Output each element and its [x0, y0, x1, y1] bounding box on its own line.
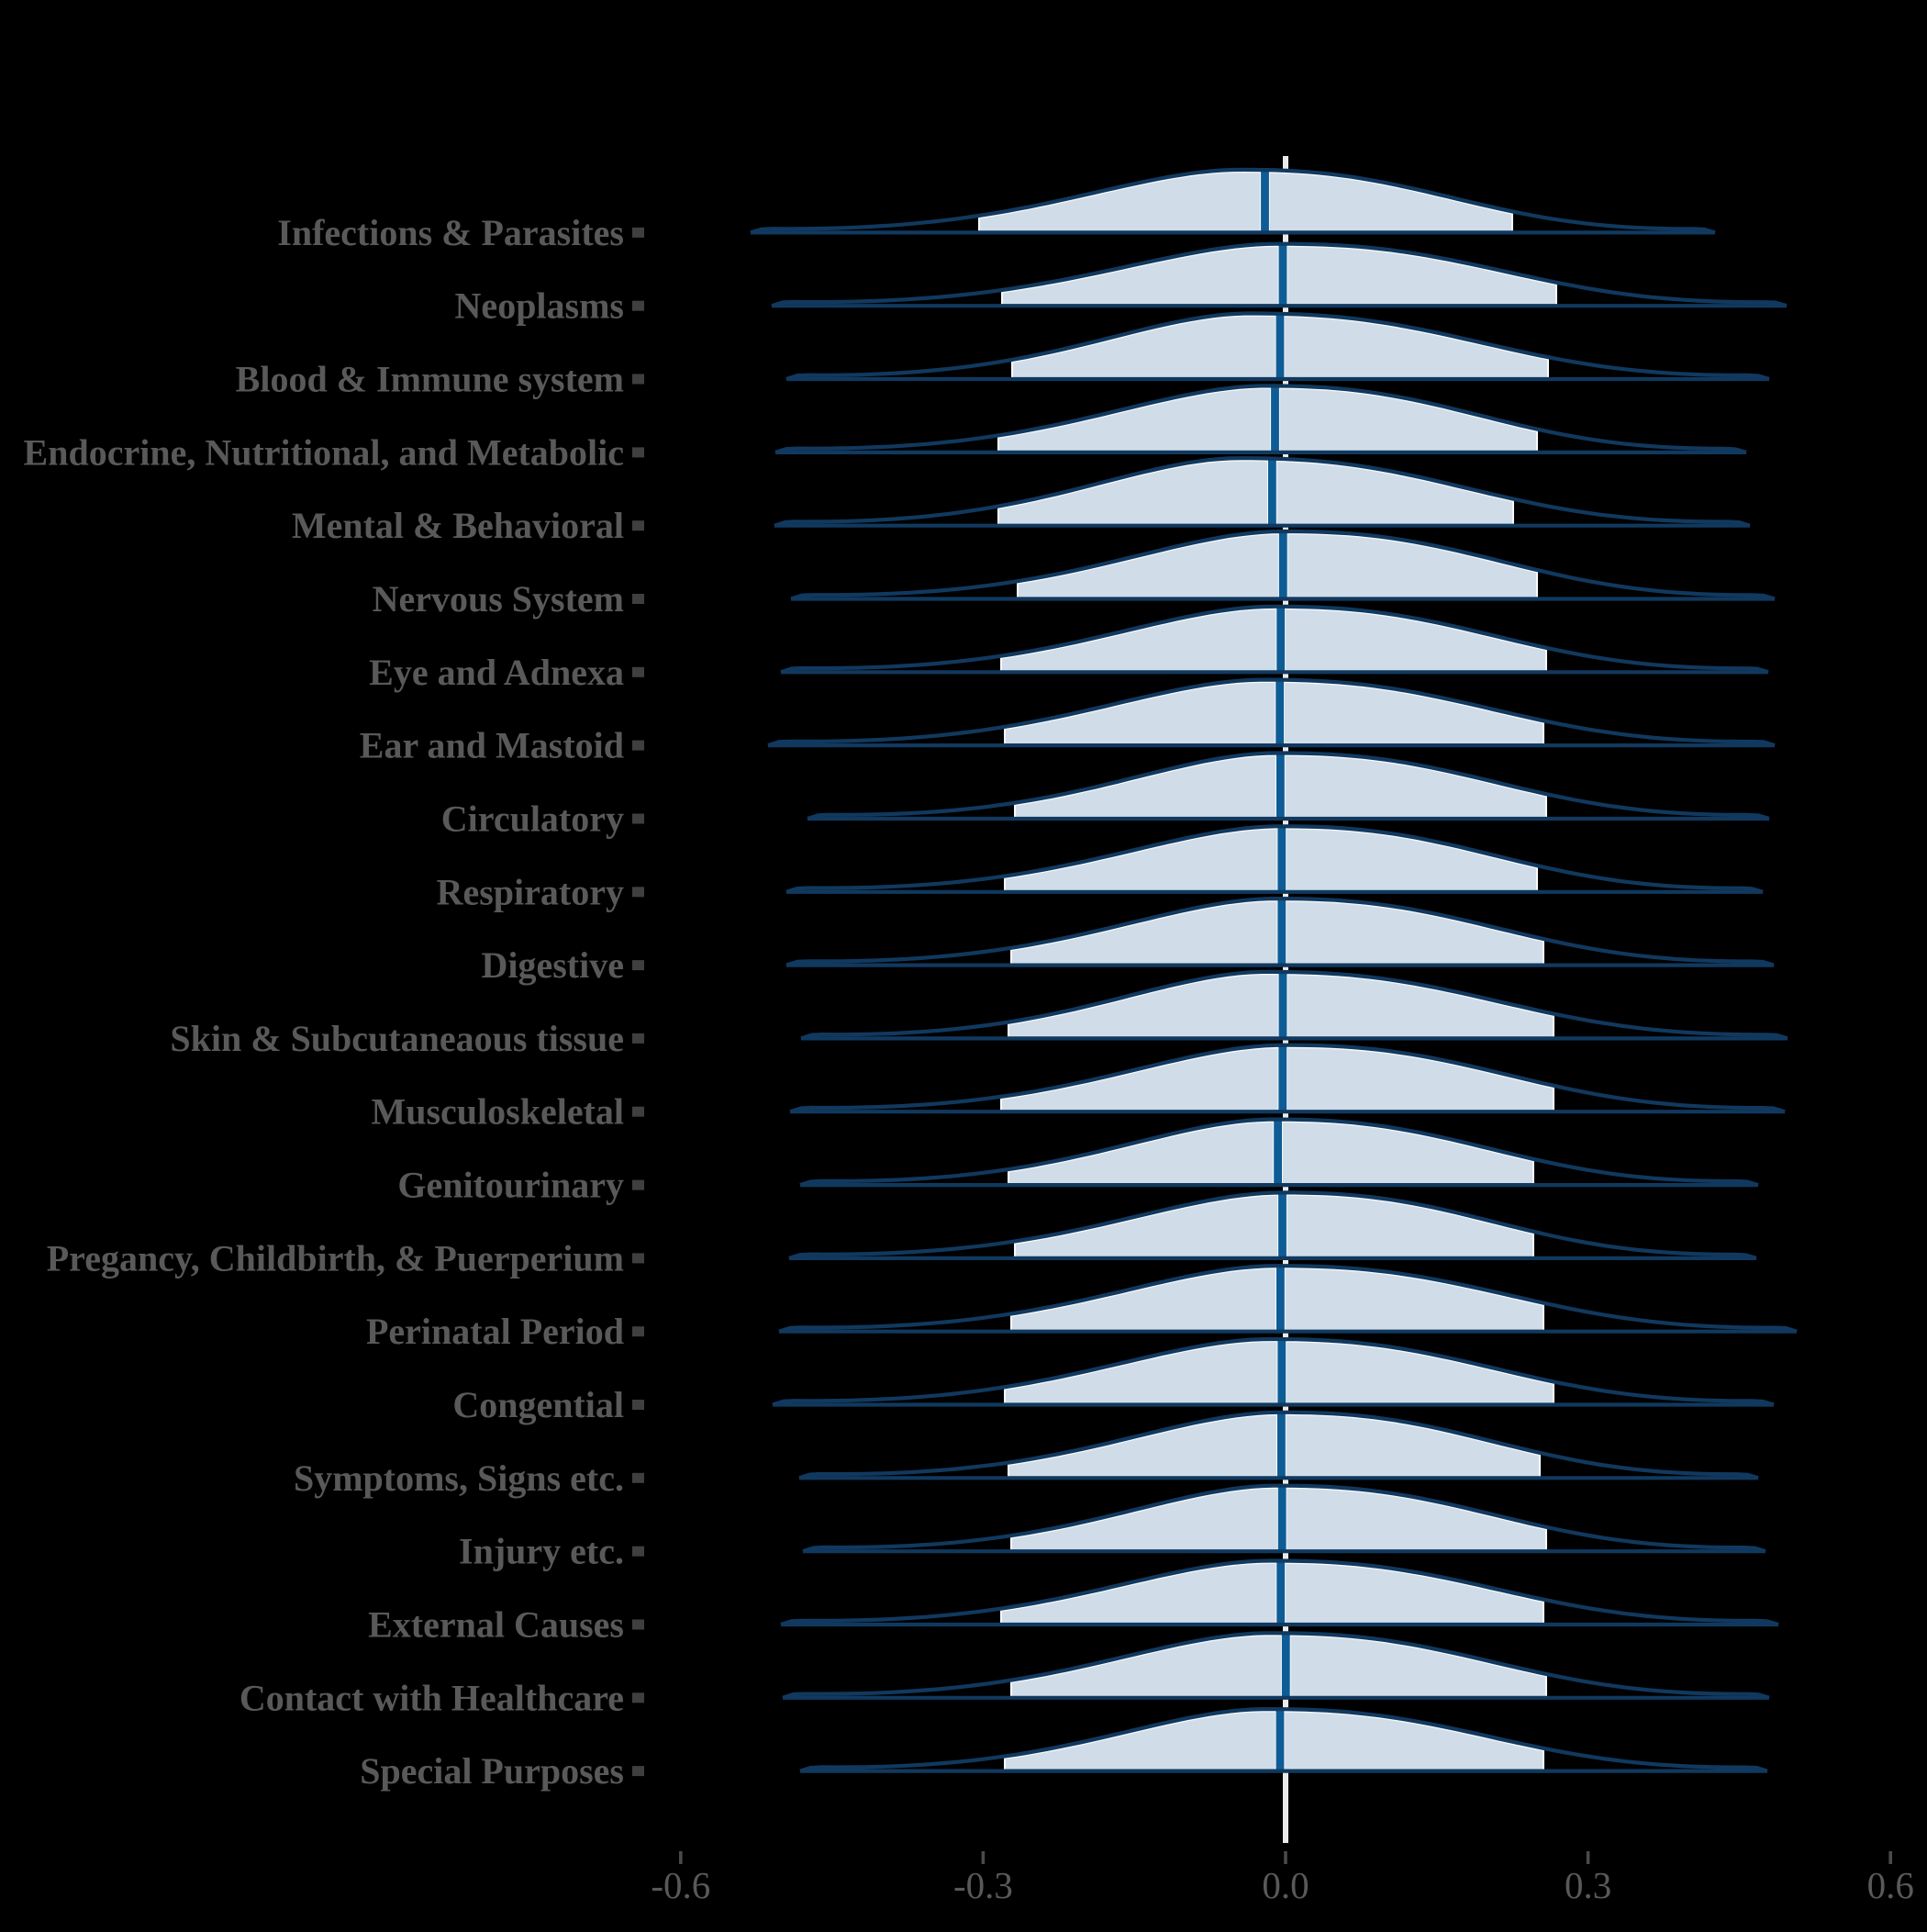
- svg-text:0.6: 0.6: [1867, 1864, 1914, 1906]
- svg-text:External Causes: External Causes: [368, 1604, 624, 1646]
- svg-text:Mental & Behavioral: Mental & Behavioral: [292, 505, 624, 546]
- svg-text:Infections & Parasites: Infections & Parasites: [277, 212, 624, 253]
- svg-text:Symptoms, Signs etc.: Symptoms, Signs etc.: [294, 1457, 624, 1499]
- svg-text:Special Purposes: Special Purposes: [360, 1750, 624, 1792]
- svg-text:0.0: 0.0: [1262, 1864, 1309, 1906]
- svg-text:Contact with Healthcare: Contact with Healthcare: [239, 1677, 624, 1718]
- svg-text:Ear and Mastoid: Ear and Mastoid: [360, 725, 624, 766]
- svg-text:Respiratory: Respiratory: [437, 871, 624, 912]
- svg-text:0.3: 0.3: [1565, 1864, 1611, 1906]
- svg-text:Blood & Immune system: Blood & Immune system: [236, 359, 624, 400]
- svg-text:Nervous System: Nervous System: [373, 578, 624, 620]
- svg-text:Congential: Congential: [452, 1384, 624, 1425]
- svg-text:Injury etc.: Injury etc.: [459, 1531, 624, 1572]
- svg-text:Musculoskeletal: Musculoskeletal: [371, 1091, 624, 1133]
- svg-text:Circulatory: Circulatory: [441, 798, 624, 840]
- svg-text:Endocrine, Nutritional, and Me: Endocrine, Nutritional, and Metabolic: [24, 431, 624, 473]
- svg-text:Neoplasms: Neoplasms: [455, 285, 624, 327]
- svg-text:Digestive: Digestive: [481, 944, 624, 986]
- svg-text:Eye and Adnexa: Eye and Adnexa: [369, 652, 624, 693]
- svg-text:Pregancy, Childbirth, & Puerpe: Pregancy, Childbirth, & Puerperium: [47, 1237, 624, 1279]
- svg-text:Skin & Subcutaneaous tissue: Skin & Subcutaneaous tissue: [170, 1018, 624, 1059]
- svg-text:Perinatal Period: Perinatal Period: [366, 1311, 624, 1352]
- svg-text:-0.3: -0.3: [953, 1864, 1013, 1906]
- svg-text:-0.6: -0.6: [651, 1864, 710, 1906]
- svg-text:Genitourinary: Genitourinary: [397, 1165, 624, 1206]
